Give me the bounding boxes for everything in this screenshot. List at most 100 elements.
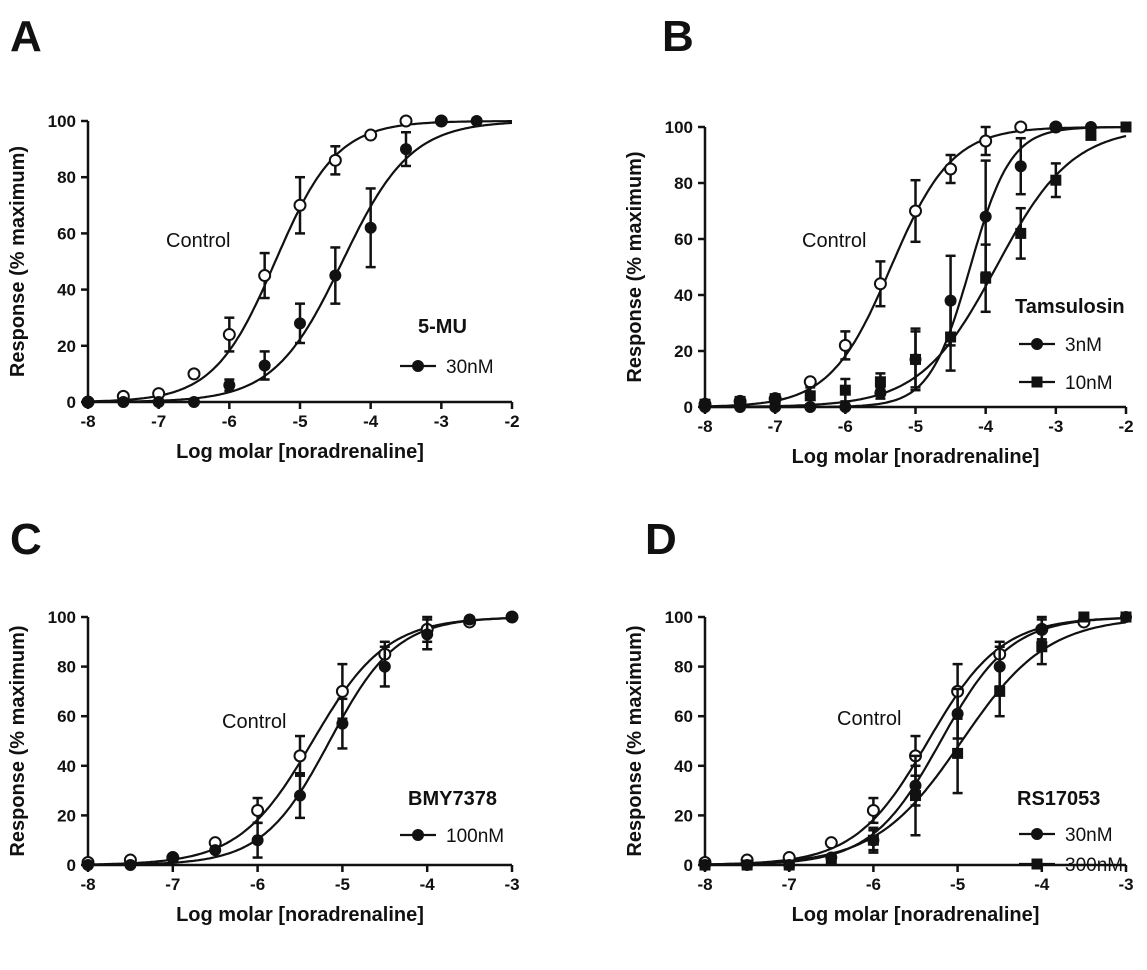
- y-tick-label: 40: [57, 757, 76, 776]
- data-point: [874, 376, 886, 388]
- data-point: [294, 317, 306, 330]
- y-tick-label: 0: [67, 856, 76, 875]
- data-point: [952, 747, 964, 759]
- panel-letter: D: [645, 515, 677, 564]
- x-tick-label: -5: [335, 875, 350, 894]
- y-axis-title: Response (% maximum): [624, 625, 646, 856]
- x-tick-label: -7: [782, 875, 797, 894]
- data-point: [187, 367, 201, 381]
- y-tick-label: 20: [57, 337, 76, 356]
- x-tick-label: -4: [420, 875, 436, 894]
- dose-response-chart: 0 20 40 60 80 100 -8 -7 -6 -5 -4 -3 -2 Log molar [nor…: [7, 112, 520, 463]
- data-point: [400, 143, 412, 156]
- y-axis-title: Response (% maximum): [7, 146, 29, 377]
- data-point: [329, 269, 342, 282]
- panel-letter: B: [662, 12, 694, 61]
- y-tick-label: 60: [57, 707, 76, 726]
- x-tick-label: -5: [292, 412, 307, 431]
- x-axis-title: Log molar [noradrenaline]: [792, 446, 1040, 468]
- legend-marker: [412, 829, 424, 841]
- control-annotation: Control: [837, 708, 901, 730]
- data-point: [699, 859, 711, 871]
- legend-label: 300nM: [1065, 855, 1123, 876]
- y-tick-label: 40: [57, 281, 76, 300]
- data-point: [873, 277, 887, 291]
- data-point: [399, 114, 413, 128]
- data-point: [824, 836, 838, 850]
- panel-d: D 0 20 40 60 80 100 -8 -7 -6 -5 -4 -3 Log molar [nor…: [615, 485, 1147, 970]
- y-tick-label: 40: [674, 757, 693, 776]
- data-point: [1085, 129, 1097, 141]
- data-point: [328, 153, 342, 167]
- data-point: [1014, 120, 1028, 134]
- data-point: [944, 162, 958, 176]
- data-point: [421, 628, 434, 641]
- y-tick-label: 100: [48, 608, 76, 627]
- legend-label: 30nM: [1065, 825, 1113, 846]
- data-point: [1049, 121, 1062, 133]
- y-tick-label: 0: [684, 856, 693, 875]
- x-tick-label: -3: [504, 875, 519, 894]
- y-tick-label: 0: [684, 398, 693, 417]
- data-point: [1015, 227, 1027, 239]
- x-tick-label: -2: [1118, 417, 1133, 436]
- y-tick-label: 100: [48, 112, 76, 131]
- x-tick-label: -3: [1118, 875, 1133, 894]
- x-axis-title: Log molar [noradrenaline]: [176, 904, 424, 926]
- legend-label: 100nM: [446, 826, 504, 847]
- legend-label: 10nM: [1065, 373, 1113, 394]
- data-point: [804, 390, 816, 402]
- x-tick-label: -8: [697, 417, 712, 436]
- legend-title: RS17053: [1017, 788, 1100, 810]
- data-point: [1050, 174, 1062, 186]
- x-tick-label: -3: [434, 412, 449, 431]
- dose-response-chart: 0 20 40 60 80 100 -8 -7 -6 -5 -4 -3 Log molar [norad…: [624, 608, 1134, 926]
- x-tick-label: -7: [165, 875, 180, 894]
- data-point: [1036, 641, 1048, 653]
- data-point: [435, 115, 448, 127]
- y-tick-label: 60: [57, 224, 76, 243]
- x-tick-label: -7: [151, 412, 166, 431]
- x-tick-label: -5: [950, 875, 965, 894]
- y-tick-label: 80: [57, 658, 76, 677]
- y-axis-title: Response (% maximum): [7, 625, 29, 856]
- x-tick-label: -5: [908, 417, 923, 436]
- data-point: [838, 338, 852, 352]
- data-point: [166, 851, 179, 864]
- legend-marker: [412, 360, 424, 372]
- legend-marker: [1031, 338, 1043, 350]
- y-tick-label: 100: [665, 608, 693, 627]
- data-point: [293, 749, 307, 763]
- x-tick-label: -3: [1048, 417, 1063, 436]
- x-axis-title: Log molar [noradrenaline]: [792, 904, 1040, 926]
- panel-a: A 0 20 40 60 80 100 -8 -7 -6 -5 -4 -3 -2 Log molar [n…: [0, 0, 573, 485]
- data-point: [866, 803, 880, 817]
- legend-title: BMY7378: [408, 788, 497, 810]
- data-point: [188, 396, 200, 408]
- legend-marker: [1031, 376, 1043, 388]
- data-point: [980, 272, 992, 284]
- y-tick-label: 0: [67, 393, 76, 412]
- data-point: [251, 803, 265, 817]
- dose-response-chart: 0 20 40 60 80 100 -8 -7 -6 -5 -4 -3 Log molar [norad…: [7, 608, 520, 926]
- legend-marker: [1031, 858, 1043, 870]
- data-point: [335, 684, 349, 698]
- data-point: [1014, 160, 1027, 173]
- data-point: [294, 789, 306, 802]
- data-point: [251, 834, 264, 847]
- data-point: [378, 660, 391, 673]
- x-tick-label: -8: [80, 875, 95, 894]
- data-point: [470, 115, 483, 127]
- y-tick-label: 80: [57, 168, 76, 187]
- data-point: [867, 834, 879, 846]
- legend-label: 30nM: [446, 357, 494, 378]
- x-tick-label: -8: [80, 412, 95, 431]
- data-point: [223, 379, 236, 392]
- x-tick-label: -4: [978, 417, 994, 436]
- x-tick-label: -4: [1034, 875, 1050, 894]
- data-point: [82, 396, 94, 408]
- data-point: [699, 398, 711, 410]
- data-point: [1120, 611, 1132, 623]
- data-point: [364, 128, 378, 142]
- x-tick-label: -6: [222, 412, 237, 431]
